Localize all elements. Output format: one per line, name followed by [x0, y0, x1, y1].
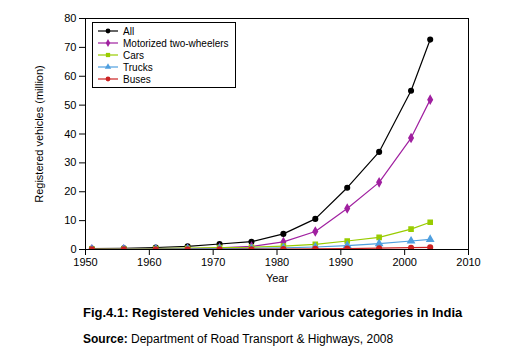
- svg-text:70: 70: [64, 41, 76, 53]
- svg-text:50: 50: [64, 99, 76, 111]
- svg-text:40: 40: [64, 128, 76, 140]
- svg-text:80: 80: [64, 12, 76, 24]
- html-text:Source: Department of Road Tra: Source: Department of Road Transport & H…: [83, 332, 394, 346]
- html-text:Fig.4.1: Registered Vehicles u: Fig.4.1: Registered Vehicles under vario…: [83, 305, 463, 320]
- svg-text:Year: Year: [266, 272, 289, 284]
- html-text:Buses: Buses: [123, 73, 151, 85]
- svg-text:10: 10: [64, 214, 76, 226]
- svg-text:2000: 2000: [392, 256, 416, 268]
- svg-text:Registered vehicles (million): Registered vehicles (million): [33, 65, 45, 203]
- html-text:Trucks: Trucks: [123, 61, 153, 73]
- svg-text:1990: 1990: [329, 256, 353, 268]
- html-text:Cars: Cars: [123, 49, 145, 61]
- html-text:Motorized two-wheelers: Motorized two-wheelers: [123, 37, 229, 49]
- html-text:All: All: [123, 25, 135, 37]
- svg-text:1980: 1980: [265, 256, 289, 268]
- svg-text:0: 0: [70, 243, 76, 255]
- svg-text:30: 30: [64, 156, 76, 168]
- svg-text:1960: 1960: [137, 256, 161, 268]
- svg-text:1950: 1950: [73, 256, 97, 268]
- svg-text:60: 60: [64, 70, 76, 82]
- svg-text:1970: 1970: [201, 256, 225, 268]
- svg-text:20: 20: [64, 185, 76, 197]
- svg-text:2010: 2010: [456, 256, 480, 268]
